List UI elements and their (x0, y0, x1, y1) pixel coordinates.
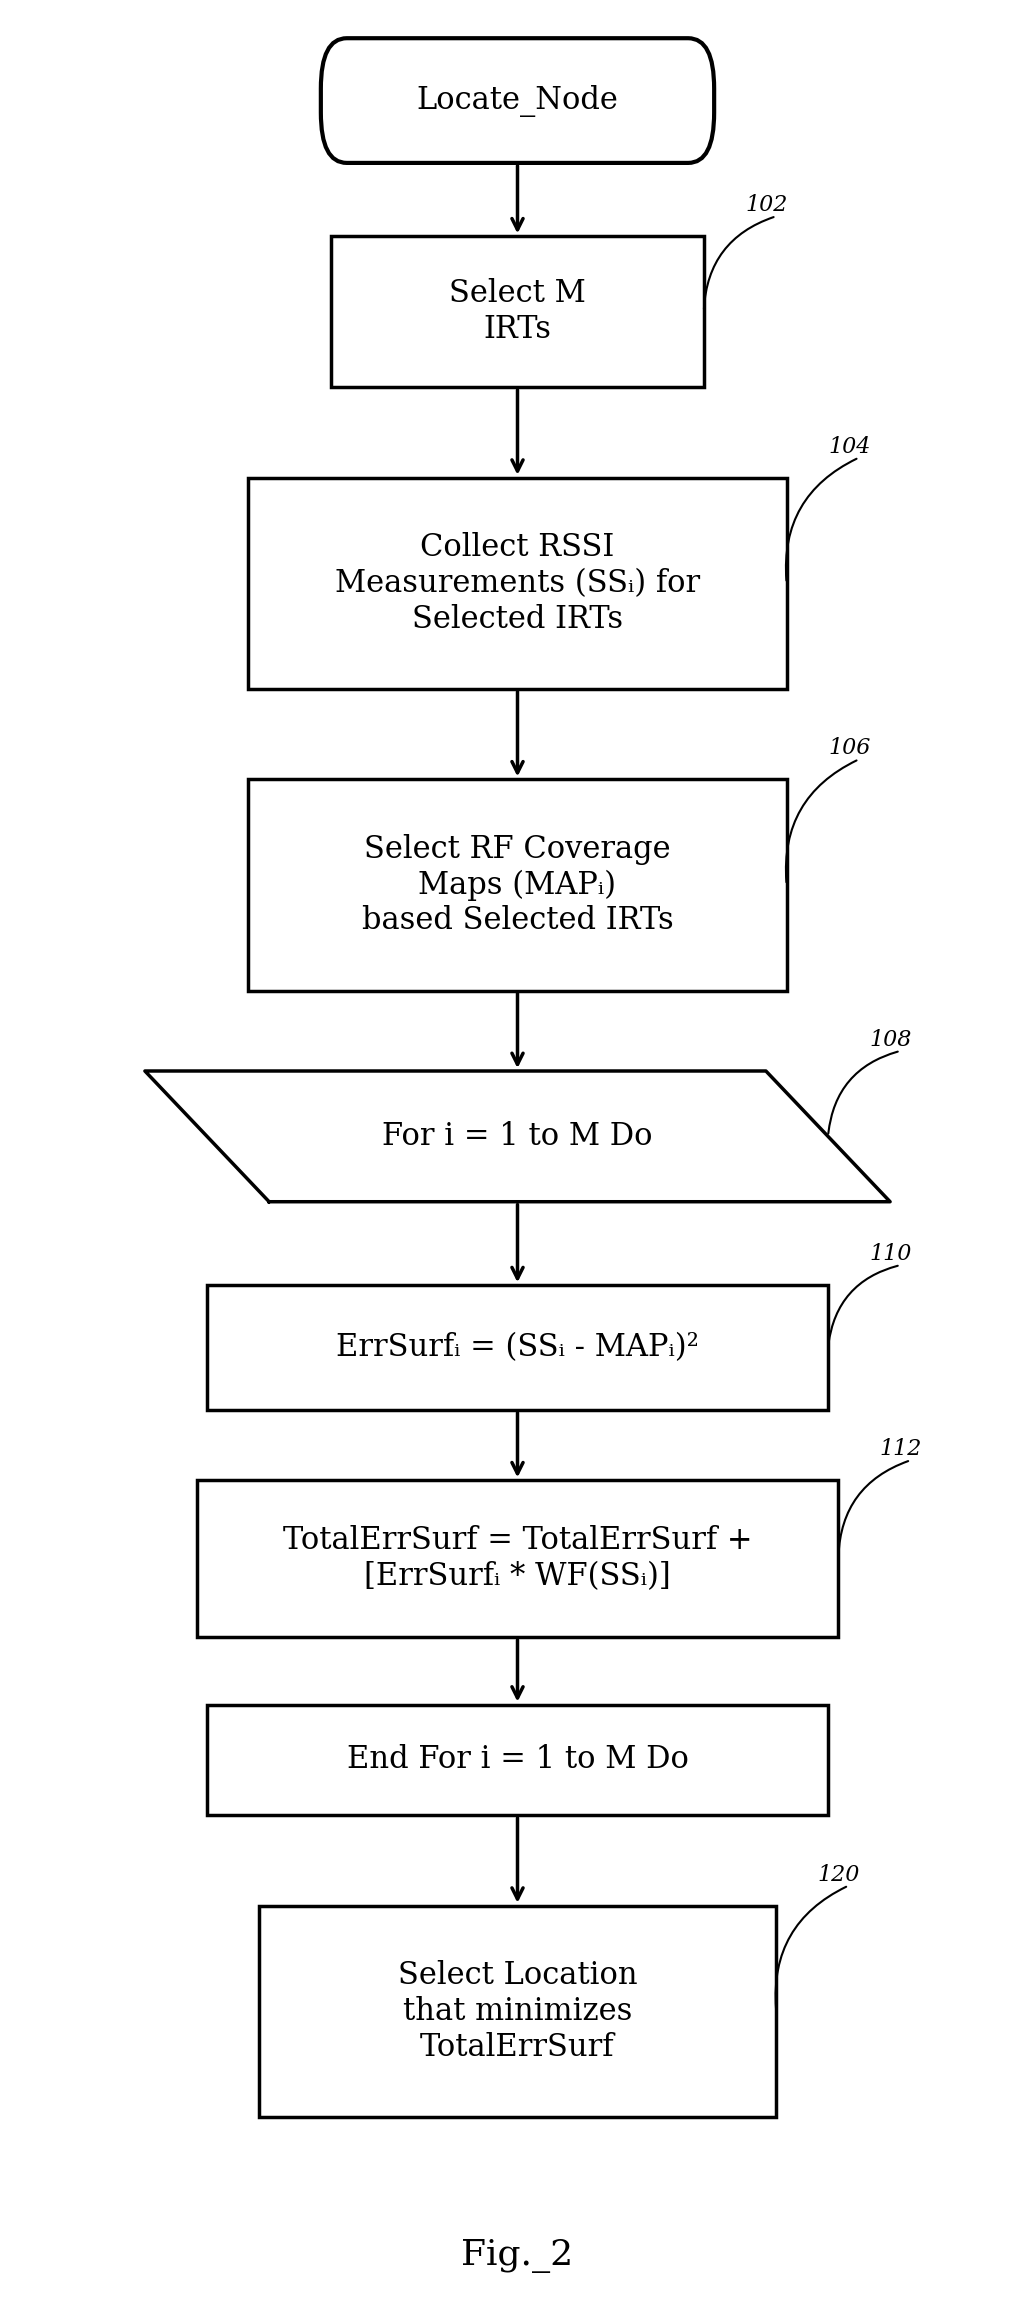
Text: Select Location
that minimizes
TotalErrSurf: Select Location that minimizes TotalErrS… (397, 1961, 638, 2063)
FancyBboxPatch shape (259, 1905, 776, 2116)
FancyBboxPatch shape (331, 237, 704, 388)
Text: End For i = 1 to M Do: End For i = 1 to M Do (347, 1745, 688, 1775)
Text: Select RF Coverage
Maps (MAPᵢ)
based Selected IRTs: Select RF Coverage Maps (MAPᵢ) based Sel… (361, 834, 674, 936)
Text: 104: 104 (828, 434, 870, 458)
Text: Collect RSSI
Measurements (SSᵢ) for
Selected IRTs: Collect RSSI Measurements (SSᵢ) for Sele… (335, 532, 700, 634)
Text: Select M
IRTs: Select M IRTs (449, 279, 586, 346)
Text: 120: 120 (818, 1863, 860, 1886)
Text: Locate_Node: Locate_Node (416, 84, 619, 116)
FancyBboxPatch shape (248, 479, 787, 690)
Text: 106: 106 (828, 736, 870, 760)
FancyBboxPatch shape (207, 1705, 828, 1814)
Text: ErrSurfᵢ = (SSᵢ - MAPᵢ)²: ErrSurfᵢ = (SSᵢ - MAPᵢ)² (336, 1331, 699, 1364)
Text: 112: 112 (880, 1438, 922, 1461)
Text: 102: 102 (745, 195, 788, 216)
FancyBboxPatch shape (321, 37, 714, 163)
FancyBboxPatch shape (207, 1285, 828, 1410)
Text: TotalErrSurf = TotalErrSurf +
[ErrSurfᵢ * WF(SSᵢ)]: TotalErrSurf = TotalErrSurf + [ErrSurfᵢ … (283, 1526, 752, 1591)
Text: For i = 1 to M Do: For i = 1 to M Do (382, 1122, 653, 1152)
Text: 108: 108 (869, 1029, 912, 1050)
Text: 110: 110 (869, 1243, 912, 1266)
FancyBboxPatch shape (197, 1480, 838, 1638)
Text: Fig._2: Fig._2 (462, 2239, 573, 2272)
FancyBboxPatch shape (248, 778, 787, 990)
Polygon shape (145, 1071, 890, 1201)
